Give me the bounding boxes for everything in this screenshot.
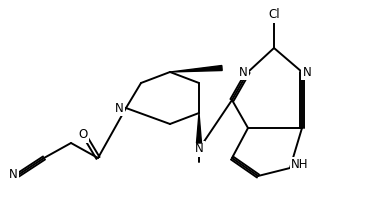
Text: N: N [9, 168, 18, 181]
Text: N: N [195, 143, 203, 156]
Polygon shape [170, 65, 222, 72]
Text: NH: NH [291, 159, 309, 172]
Text: O: O [78, 129, 87, 141]
Text: N: N [115, 102, 123, 114]
Text: N: N [239, 65, 247, 78]
Text: Cl: Cl [268, 8, 280, 22]
Text: N: N [303, 65, 311, 78]
Polygon shape [197, 113, 202, 143]
